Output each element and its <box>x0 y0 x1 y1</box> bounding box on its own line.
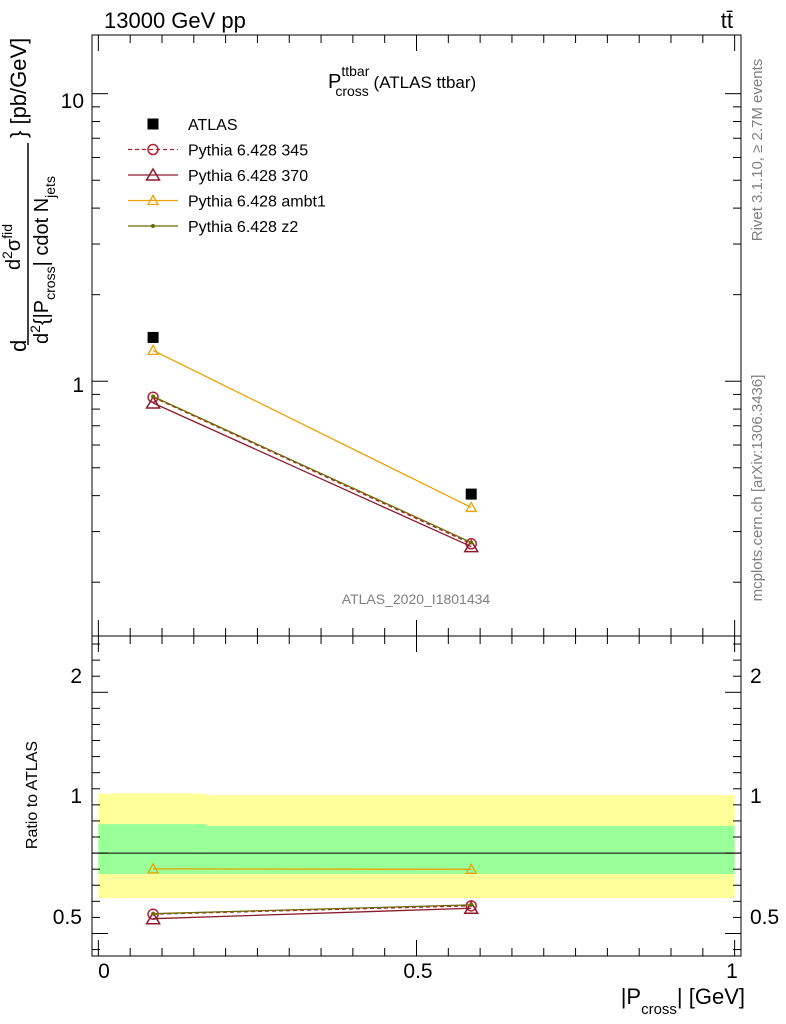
xlabel-post: | [GeV] <box>677 984 745 1009</box>
legend-marker <box>147 118 159 130</box>
legend: ATLAS Pythia 6.428 345 Pythia 6.428 370 Pyt… <box>128 117 326 236</box>
data-point <box>151 394 156 399</box>
ratio-point <box>465 862 478 874</box>
data-point <box>145 395 161 409</box>
ratio-y-tick-label-right: 1 <box>750 785 762 808</box>
main-y-axis-label: d d2σfid d2{|Pcross| cdot Njets } [pb/Ge… <box>0 38 58 352</box>
data-point <box>146 344 160 356</box>
x-tick-label: 0.5 <box>403 960 432 983</box>
ratio-uncertainty-bands <box>98 793 735 899</box>
ylabel-d: d <box>6 340 31 352</box>
main-plot-title: Pttbar cross (ATLAS ttbar) <box>328 63 476 99</box>
ratio-x-tick-labels: 0 0.5 1 <box>98 960 738 983</box>
ylabel-units: } [pb/GeV] <box>6 38 31 138</box>
series-line <box>152 395 472 544</box>
ylabel-den-sub2: jets <box>42 176 58 199</box>
ratio-series-layer <box>145 862 480 925</box>
legend-label: Pythia 6.428 ambt1 <box>188 194 326 211</box>
main-y-tick-label: 10 <box>61 90 84 113</box>
ylabel-sigma-sup: fid <box>0 224 15 239</box>
header-energy-label: 13000 GeV pp <box>104 8 246 33</box>
rivet-version-label: Rivet 3.1.10, ≥ 2.7M events <box>749 59 766 242</box>
ratio-y-tick-label-right: 0.5 <box>750 906 779 929</box>
x-tick-label: 0 <box>98 960 110 983</box>
ratio-line <box>153 907 472 920</box>
ratio-y-tick-label-right: 2 <box>750 665 762 688</box>
data-point <box>465 488 477 500</box>
series-line <box>152 402 472 548</box>
ylabel-den-sub: cross <box>42 266 58 299</box>
data-point <box>147 391 159 403</box>
ratio-point <box>146 862 160 874</box>
legend-label: Pythia 6.428 370 <box>188 168 308 185</box>
ratio-point <box>145 911 161 925</box>
main-series-layer <box>145 331 480 553</box>
legend-label: Pythia 6.428 z2 <box>188 219 298 236</box>
xlabel-sub: cross <box>641 1001 677 1018</box>
series-line <box>152 396 472 545</box>
ylabel-den-2: 2 <box>27 325 43 333</box>
ratio-y-axis-label: Ratio to ATLAS <box>24 741 41 849</box>
ratio-point <box>469 902 474 907</box>
ylabel-denominator: d2{|Pcross| cdot Njets <box>27 176 58 344</box>
ratio-point <box>463 900 480 914</box>
ratio-y-tick-label-left: 0.5 <box>53 906 82 929</box>
series-line <box>152 349 472 509</box>
ratio-y-tick-label-left: 1 <box>70 785 82 808</box>
ylabel-numerator: d2σfid <box>0 224 25 270</box>
main-y-tick-labels: 1 10 <box>61 90 84 397</box>
main-axis-ticks <box>92 35 741 636</box>
mcplots-label: mcplots.cern.ch [arXiv:1306.3436] <box>749 375 766 602</box>
title-subscript: cross <box>335 83 368 99</box>
legend-marker <box>147 143 159 156</box>
ylabel-sigma: σ <box>3 238 25 251</box>
data-point <box>147 331 159 343</box>
legend-marker <box>146 194 160 206</box>
ylabel-num-d: d <box>3 259 25 270</box>
legend-marker <box>145 167 161 181</box>
ratio-point <box>151 911 156 916</box>
xlabel-pre: |P <box>621 984 641 1009</box>
x-tick-label: 1 <box>726 960 738 983</box>
ratio-axis-ticks <box>92 636 741 956</box>
ratio-y-tick-labels: 2 1 0.5 2 1 0.5 <box>53 665 779 929</box>
analysis-watermark: ATLAS_2020_I1801434 <box>342 591 491 607</box>
ylabel-den-mid: | cdot N <box>31 198 53 267</box>
ylabel-den-body: {|P <box>31 300 53 325</box>
title-superscript: ttbar <box>341 63 369 79</box>
x-axis-label: |Pcross| [GeV] <box>621 984 745 1018</box>
ratio-line <box>153 904 472 915</box>
ylabel-den-d: d <box>31 333 53 344</box>
header-process-label: tt̄ <box>721 8 733 33</box>
data-point <box>469 540 474 545</box>
legend-label: Pythia 6.428 345 <box>188 143 308 160</box>
legend-marker <box>151 224 155 228</box>
data-point <box>463 539 480 553</box>
title-suffix: (ATLAS ttbar) <box>369 73 476 92</box>
uncertainty-band-inner <box>98 824 207 874</box>
legend-label: ATLAS <box>188 117 238 134</box>
ylabel-num-2: 2 <box>0 251 15 259</box>
ratio-y-tick-label-left: 2 <box>70 665 82 688</box>
title-main: P <box>328 71 341 93</box>
data-point <box>465 501 478 513</box>
main-y-tick-label: 1 <box>72 374 84 397</box>
